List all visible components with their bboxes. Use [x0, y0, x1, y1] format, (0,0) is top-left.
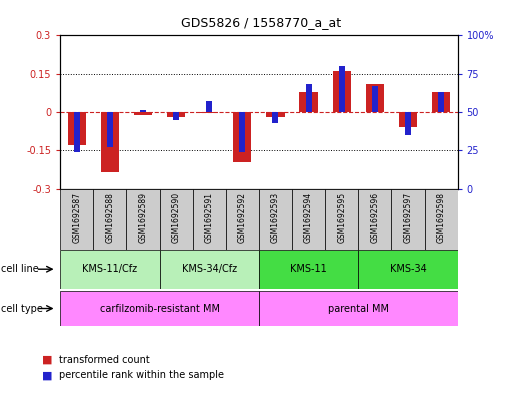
Bar — [101, 112, 119, 172]
Text: GSM1692590: GSM1692590 — [172, 192, 180, 243]
Text: KMS-34: KMS-34 — [390, 264, 426, 274]
Bar — [292, 189, 325, 250]
Bar — [272, 112, 278, 123]
Bar — [339, 66, 345, 112]
Bar — [74, 112, 79, 152]
Bar — [200, 112, 218, 113]
Text: GSM1692594: GSM1692594 — [304, 192, 313, 243]
Bar — [405, 112, 411, 135]
Bar — [226, 189, 259, 250]
Bar — [60, 250, 160, 289]
Bar — [259, 189, 292, 250]
Bar — [93, 189, 127, 250]
Text: cell line: cell line — [1, 264, 39, 274]
Bar — [399, 112, 417, 127]
Bar — [300, 92, 317, 112]
Bar — [160, 189, 192, 250]
Text: carfilzomib-resistant MM: carfilzomib-resistant MM — [99, 303, 220, 314]
Text: KMS-34/Cfz: KMS-34/Cfz — [181, 264, 237, 274]
Bar — [233, 112, 252, 162]
Bar — [438, 92, 444, 112]
Bar — [206, 101, 212, 112]
Text: GSM1692591: GSM1692591 — [204, 192, 214, 243]
Bar — [140, 110, 146, 112]
Bar — [432, 92, 450, 112]
Text: ■: ■ — [42, 370, 52, 380]
Text: cell type: cell type — [1, 303, 43, 314]
Bar — [358, 189, 391, 250]
Bar — [325, 189, 358, 250]
Text: ■: ■ — [42, 354, 52, 365]
Bar — [259, 291, 458, 326]
Bar — [192, 189, 226, 250]
Text: GSM1692595: GSM1692595 — [337, 192, 346, 243]
Text: GDS5826 / 1558770_a_at: GDS5826 / 1558770_a_at — [181, 16, 342, 29]
Bar — [134, 112, 152, 114]
Text: parental MM: parental MM — [328, 303, 389, 314]
Bar — [160, 250, 259, 289]
Bar — [167, 112, 185, 117]
Text: GSM1692593: GSM1692593 — [271, 192, 280, 243]
Bar — [358, 250, 458, 289]
Bar — [240, 112, 245, 152]
Bar — [259, 250, 358, 289]
Bar — [333, 71, 351, 112]
Bar — [305, 84, 312, 112]
Bar — [391, 189, 425, 250]
Bar — [266, 112, 285, 117]
Text: transformed count: transformed count — [59, 354, 150, 365]
Bar — [67, 112, 86, 145]
Text: percentile rank within the sample: percentile rank within the sample — [59, 370, 224, 380]
Bar — [372, 86, 378, 112]
Bar — [107, 112, 113, 147]
Bar — [60, 189, 93, 250]
Bar — [127, 189, 160, 250]
Text: GSM1692587: GSM1692587 — [72, 192, 81, 243]
Bar — [425, 189, 458, 250]
Text: KMS-11: KMS-11 — [290, 264, 327, 274]
Bar — [366, 84, 384, 112]
Text: GSM1692588: GSM1692588 — [105, 192, 115, 242]
Text: GSM1692589: GSM1692589 — [139, 192, 147, 243]
Bar — [173, 112, 179, 119]
Bar — [60, 291, 259, 326]
Text: KMS-11/Cfz: KMS-11/Cfz — [82, 264, 138, 274]
Text: GSM1692596: GSM1692596 — [370, 192, 379, 243]
Text: GSM1692592: GSM1692592 — [238, 192, 247, 243]
Text: GSM1692598: GSM1692598 — [437, 192, 446, 243]
Text: GSM1692597: GSM1692597 — [403, 192, 413, 243]
